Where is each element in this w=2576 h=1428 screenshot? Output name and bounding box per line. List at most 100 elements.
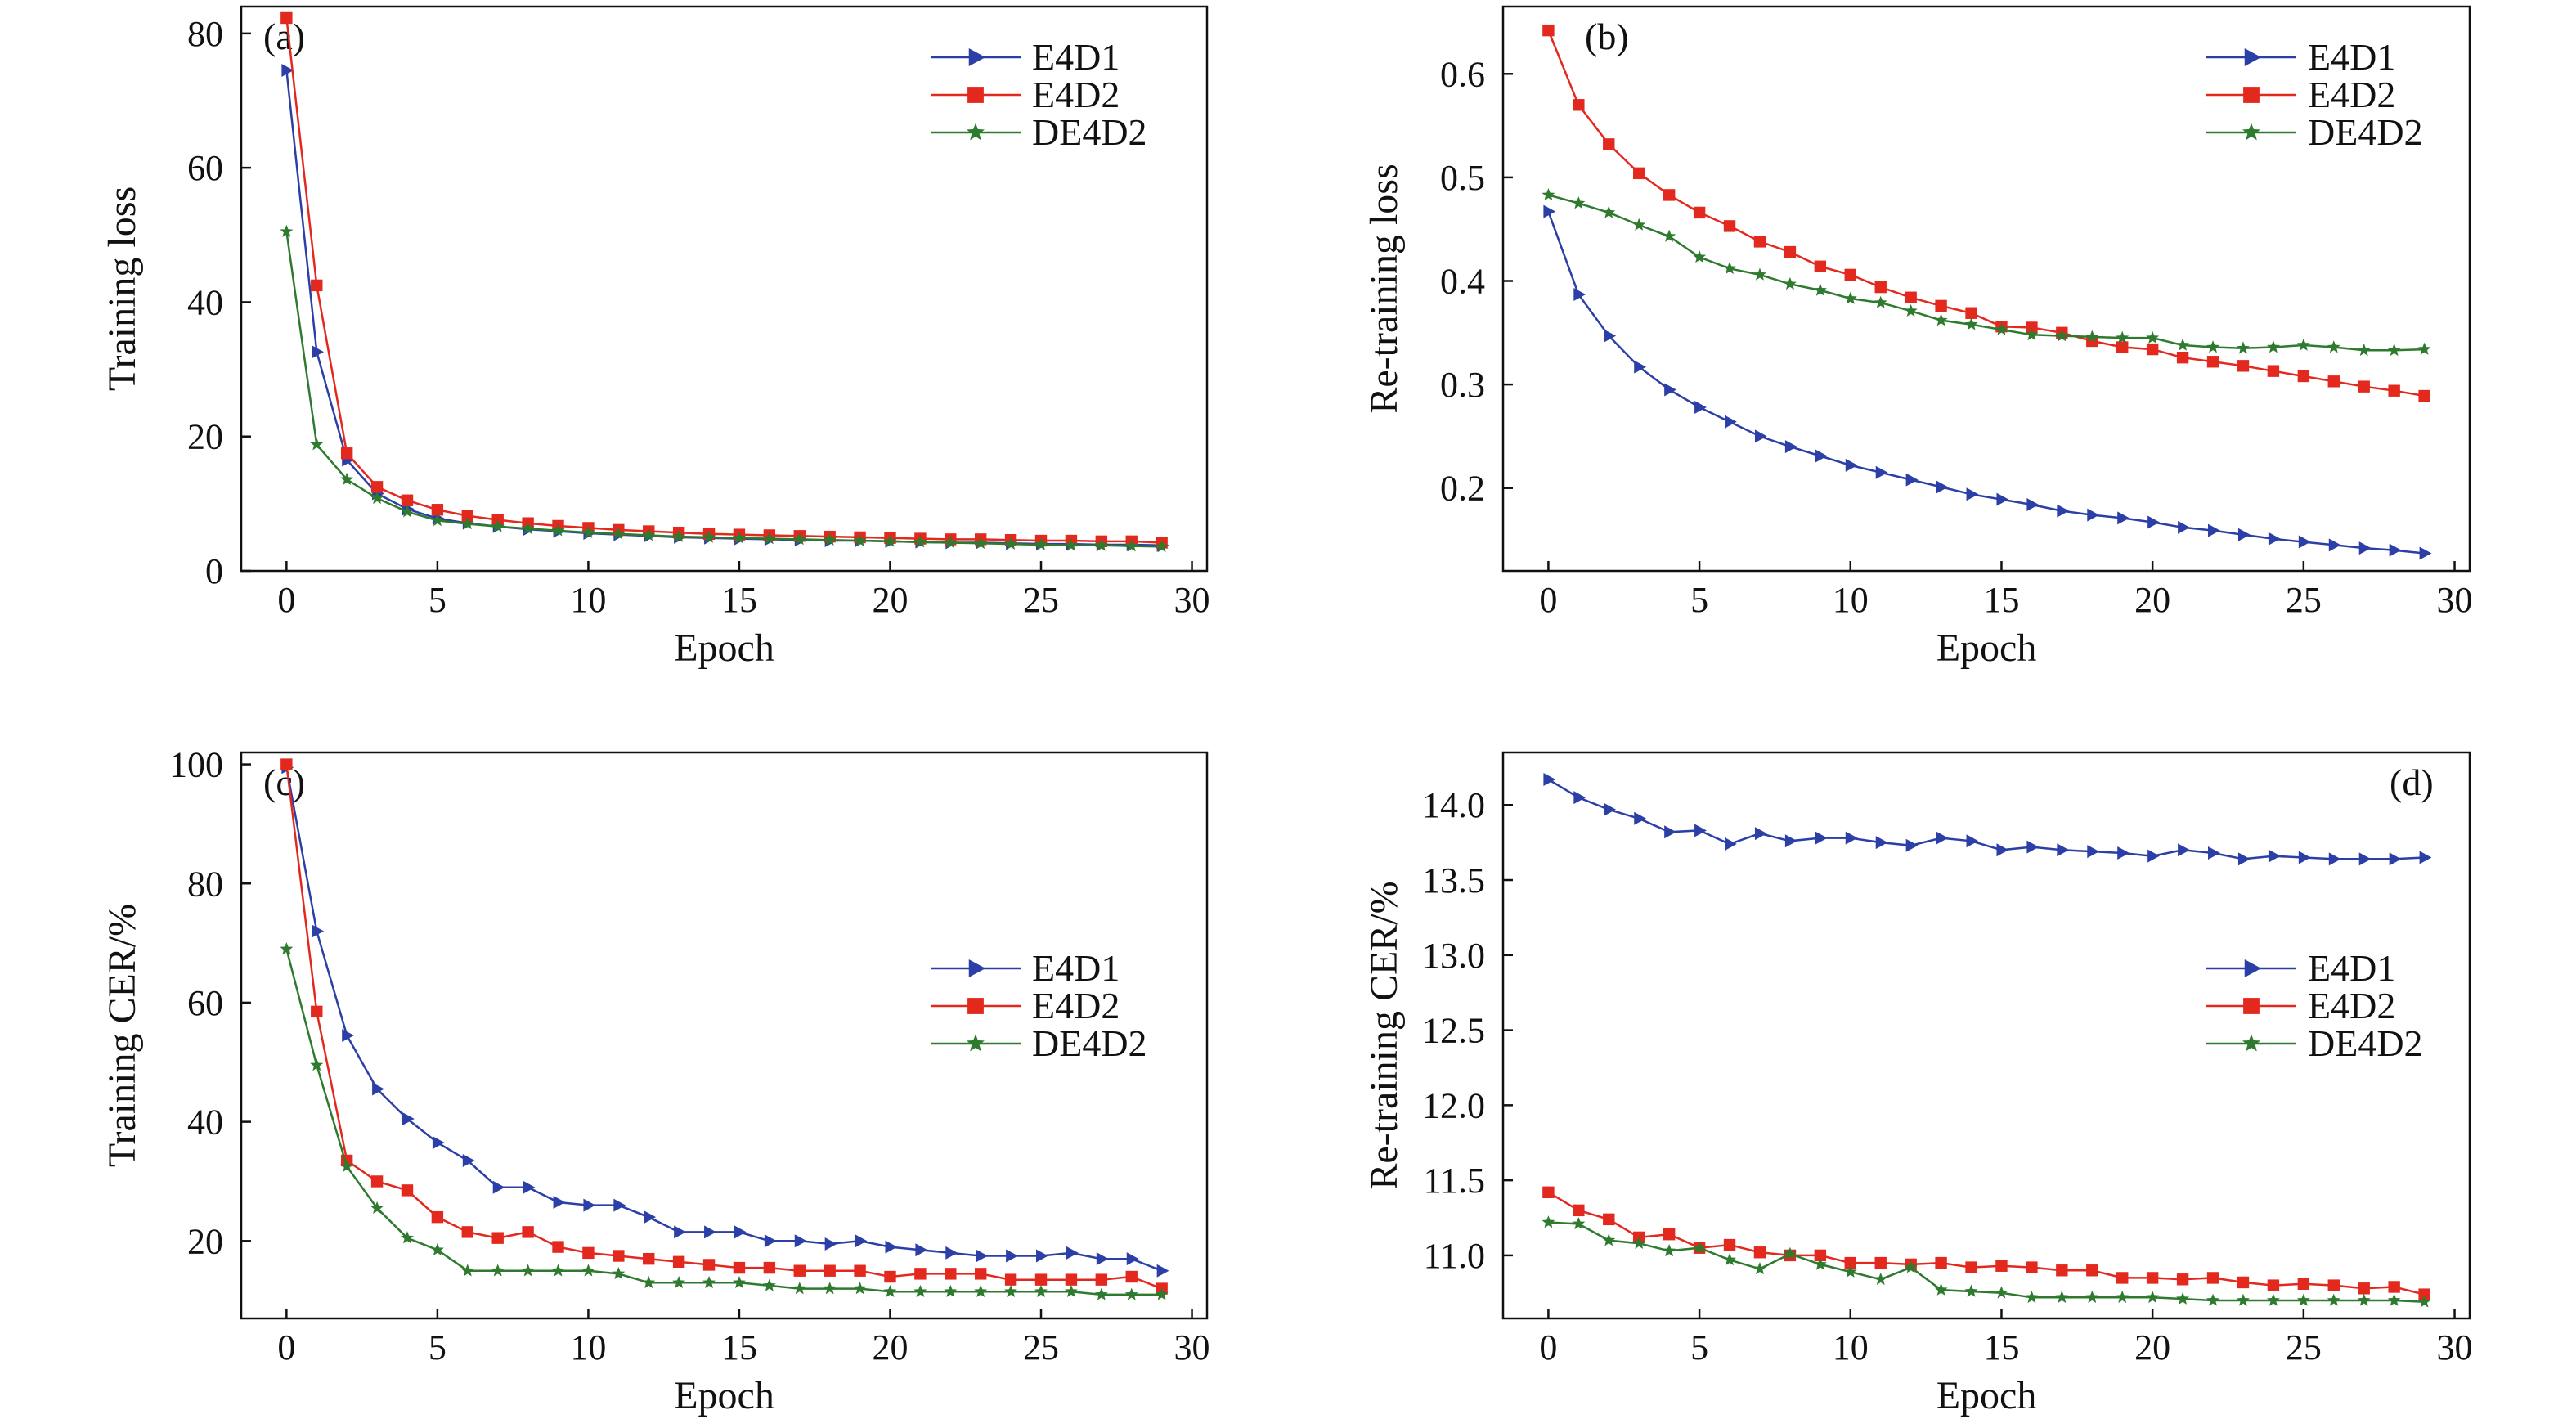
y-axis-label: Re-training loss xyxy=(1362,164,1406,413)
data-point xyxy=(1934,313,1948,326)
data-point xyxy=(2267,365,2280,377)
y-tick-label: 12.0 xyxy=(1422,1085,1485,1125)
data-point xyxy=(2206,1293,2220,1306)
data-point xyxy=(2388,384,2400,397)
legend-marker xyxy=(2242,1034,2260,1052)
x-tick-label: 0 xyxy=(1539,1327,1557,1367)
data-point xyxy=(2419,546,2432,560)
data-point xyxy=(1542,24,1555,37)
data-point xyxy=(854,1264,866,1277)
data-point xyxy=(1663,1244,1676,1257)
data-point xyxy=(2176,1273,2189,1286)
data-point xyxy=(430,1242,444,1256)
x-tick-label: 5 xyxy=(429,580,447,620)
data-point xyxy=(824,1264,836,1277)
data-point xyxy=(1843,1264,1857,1278)
data-point xyxy=(2236,341,2250,354)
data-point xyxy=(2025,1290,2039,1304)
y-axis-label: Training CER/% xyxy=(101,904,144,1167)
data-point xyxy=(976,1249,989,1263)
data-point xyxy=(1875,836,1888,850)
data-point xyxy=(1694,824,1707,837)
data-point xyxy=(2026,1261,2038,1273)
data-point xyxy=(1845,831,1858,845)
data-point xyxy=(2085,330,2099,343)
data-point xyxy=(1155,540,1169,553)
legend-item: E4D2 xyxy=(931,985,1120,1026)
x-tick-label: 0 xyxy=(1539,580,1557,620)
data-point xyxy=(2206,356,2219,368)
data-point xyxy=(1572,1216,1586,1230)
data-point xyxy=(1602,1233,1616,1246)
data-point xyxy=(370,1175,384,1188)
x-tick-label: 15 xyxy=(721,580,757,620)
data-point xyxy=(2328,538,2341,552)
data-point xyxy=(2418,1288,2430,1300)
y-axis-label: Re-training CER/% xyxy=(1362,881,1406,1189)
data-point xyxy=(1844,268,1856,281)
data-point xyxy=(1694,400,1707,414)
data-point xyxy=(312,924,325,938)
x-axis-label: Epoch xyxy=(1936,626,2037,670)
series-E4D1 xyxy=(1543,773,2432,866)
data-point xyxy=(1753,236,1766,248)
data-point xyxy=(2266,340,2280,353)
data-point xyxy=(1752,1262,1766,1275)
data-point xyxy=(1125,1270,1138,1283)
y-tick-label: 40 xyxy=(187,1102,223,1143)
data-point xyxy=(401,1184,414,1197)
x-tick-label: 20 xyxy=(2134,1327,2170,1367)
data-point xyxy=(431,504,444,516)
data-point xyxy=(2117,511,2130,525)
data-point xyxy=(1004,1273,1017,1286)
data-point xyxy=(2419,851,2432,864)
data-point xyxy=(945,1246,958,1260)
data-point xyxy=(2147,849,2160,863)
data-point xyxy=(2117,846,2130,860)
data-point xyxy=(2328,852,2341,866)
data-point xyxy=(340,1159,354,1173)
data-point xyxy=(2026,497,2040,511)
data-point xyxy=(2418,389,2430,402)
data-point xyxy=(401,494,414,506)
data-point xyxy=(823,532,837,546)
data-point xyxy=(1094,538,1108,551)
legend-item: E4D2 xyxy=(931,74,1120,115)
data-point xyxy=(702,1259,716,1271)
data-point xyxy=(2417,1295,2431,1308)
data-point xyxy=(2116,1290,2129,1304)
data-point xyxy=(763,1261,776,1274)
data-point xyxy=(2085,1290,2099,1304)
y-tick-label: 20 xyxy=(187,1221,223,1261)
data-point xyxy=(1543,204,1556,218)
panel-label: (b) xyxy=(1585,16,1629,57)
panel-label: (d) xyxy=(2390,761,2434,803)
data-point xyxy=(1124,539,1138,552)
data-point xyxy=(1604,802,1617,816)
data-point xyxy=(794,1234,807,1248)
data-point xyxy=(492,1180,505,1194)
data-point xyxy=(1965,307,1977,319)
data-point xyxy=(974,536,988,550)
x-axis-label: Epoch xyxy=(674,1374,774,1417)
x-axis-label: Epoch xyxy=(674,626,774,670)
data-point xyxy=(1126,1252,1139,1266)
data-point xyxy=(2237,528,2251,541)
x-tick-label: 20 xyxy=(872,580,908,620)
legend-item: E4D1 xyxy=(931,36,1120,78)
data-point xyxy=(732,1275,746,1289)
data-point xyxy=(1905,473,1919,487)
data-point xyxy=(704,1225,716,1239)
series-line xyxy=(1547,29,2425,397)
data-point xyxy=(2358,380,2370,393)
data-point xyxy=(1572,196,1586,209)
plot-frame xyxy=(1501,5,2471,573)
data-point xyxy=(1034,1273,1048,1286)
data-point xyxy=(2236,1293,2250,1306)
data-point xyxy=(884,1270,896,1283)
y-tick-label: 0 xyxy=(205,551,223,591)
legend-item: E4D1 xyxy=(2206,947,2395,989)
data-point xyxy=(2178,843,2190,857)
x-tick-label: 15 xyxy=(1983,1327,2019,1367)
x-tick-label: 30 xyxy=(1174,1327,1210,1367)
